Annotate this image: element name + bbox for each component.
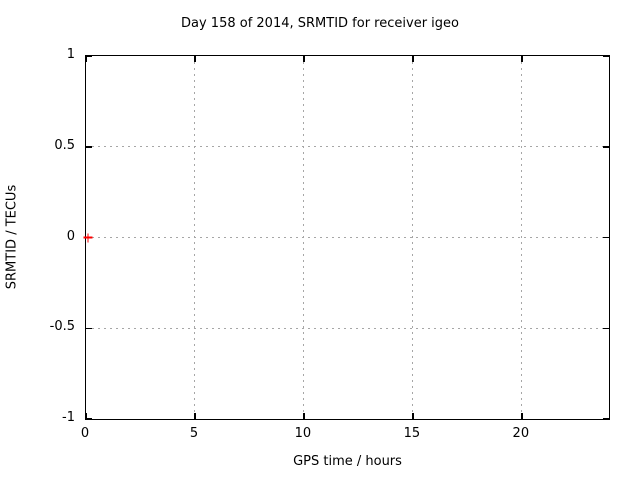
x-tick-label: 10	[294, 426, 312, 441]
x-tick-mark-bottom	[521, 413, 523, 419]
x-tick-mark-top	[412, 56, 414, 62]
y-tick-mark-left	[86, 146, 92, 148]
y-tick-mark-right	[603, 418, 609, 420]
plot-area	[83, 55, 610, 420]
x-tick-mark-bottom	[85, 413, 87, 419]
x-axis-label: GPS time / hours	[293, 454, 402, 469]
x-tick-mark-bottom	[412, 413, 414, 419]
x-tick-mark-bottom	[303, 413, 305, 419]
y-tick-mark-right	[603, 146, 609, 148]
chart-title: Day 158 of 2014, SRMTID for receiver ige…	[181, 16, 459, 31]
x-tick-mark-top	[521, 56, 523, 62]
y-tick-label: 0	[66, 228, 75, 244]
y-tick-mark-right	[603, 327, 609, 329]
x-tick-mark-top	[303, 56, 305, 62]
x-tick-label: 20	[512, 426, 530, 441]
y-tick-mark-left	[86, 55, 92, 57]
data-point-marker	[83, 233, 93, 242]
x-tick-label: 5	[189, 426, 199, 441]
y-tick-label: -1	[62, 410, 75, 425]
gridline-horizontal	[86, 237, 609, 238]
plot-inner	[83, 55, 609, 420]
y-tick-mark-right	[603, 55, 609, 57]
y-tick-label: -0.5	[49, 319, 75, 335]
gridline-horizontal	[86, 146, 609, 148]
x-tick-mark-top	[194, 56, 196, 62]
y-tick-label: 1	[66, 47, 75, 62]
marker-vertical-stroke	[87, 233, 89, 242]
x-tick-mark-bottom	[194, 413, 196, 419]
x-tick-label: 0	[80, 426, 90, 441]
x-tick-mark-top	[85, 56, 87, 62]
y-tick-mark-right	[603, 236, 609, 239]
y-tick-mark-left	[86, 327, 92, 329]
y-tick-mark-left	[86, 418, 92, 420]
gridline-horizontal	[86, 327, 609, 329]
x-tick-label: 15	[403, 426, 421, 441]
y-tick-label: 0.5	[54, 137, 75, 153]
